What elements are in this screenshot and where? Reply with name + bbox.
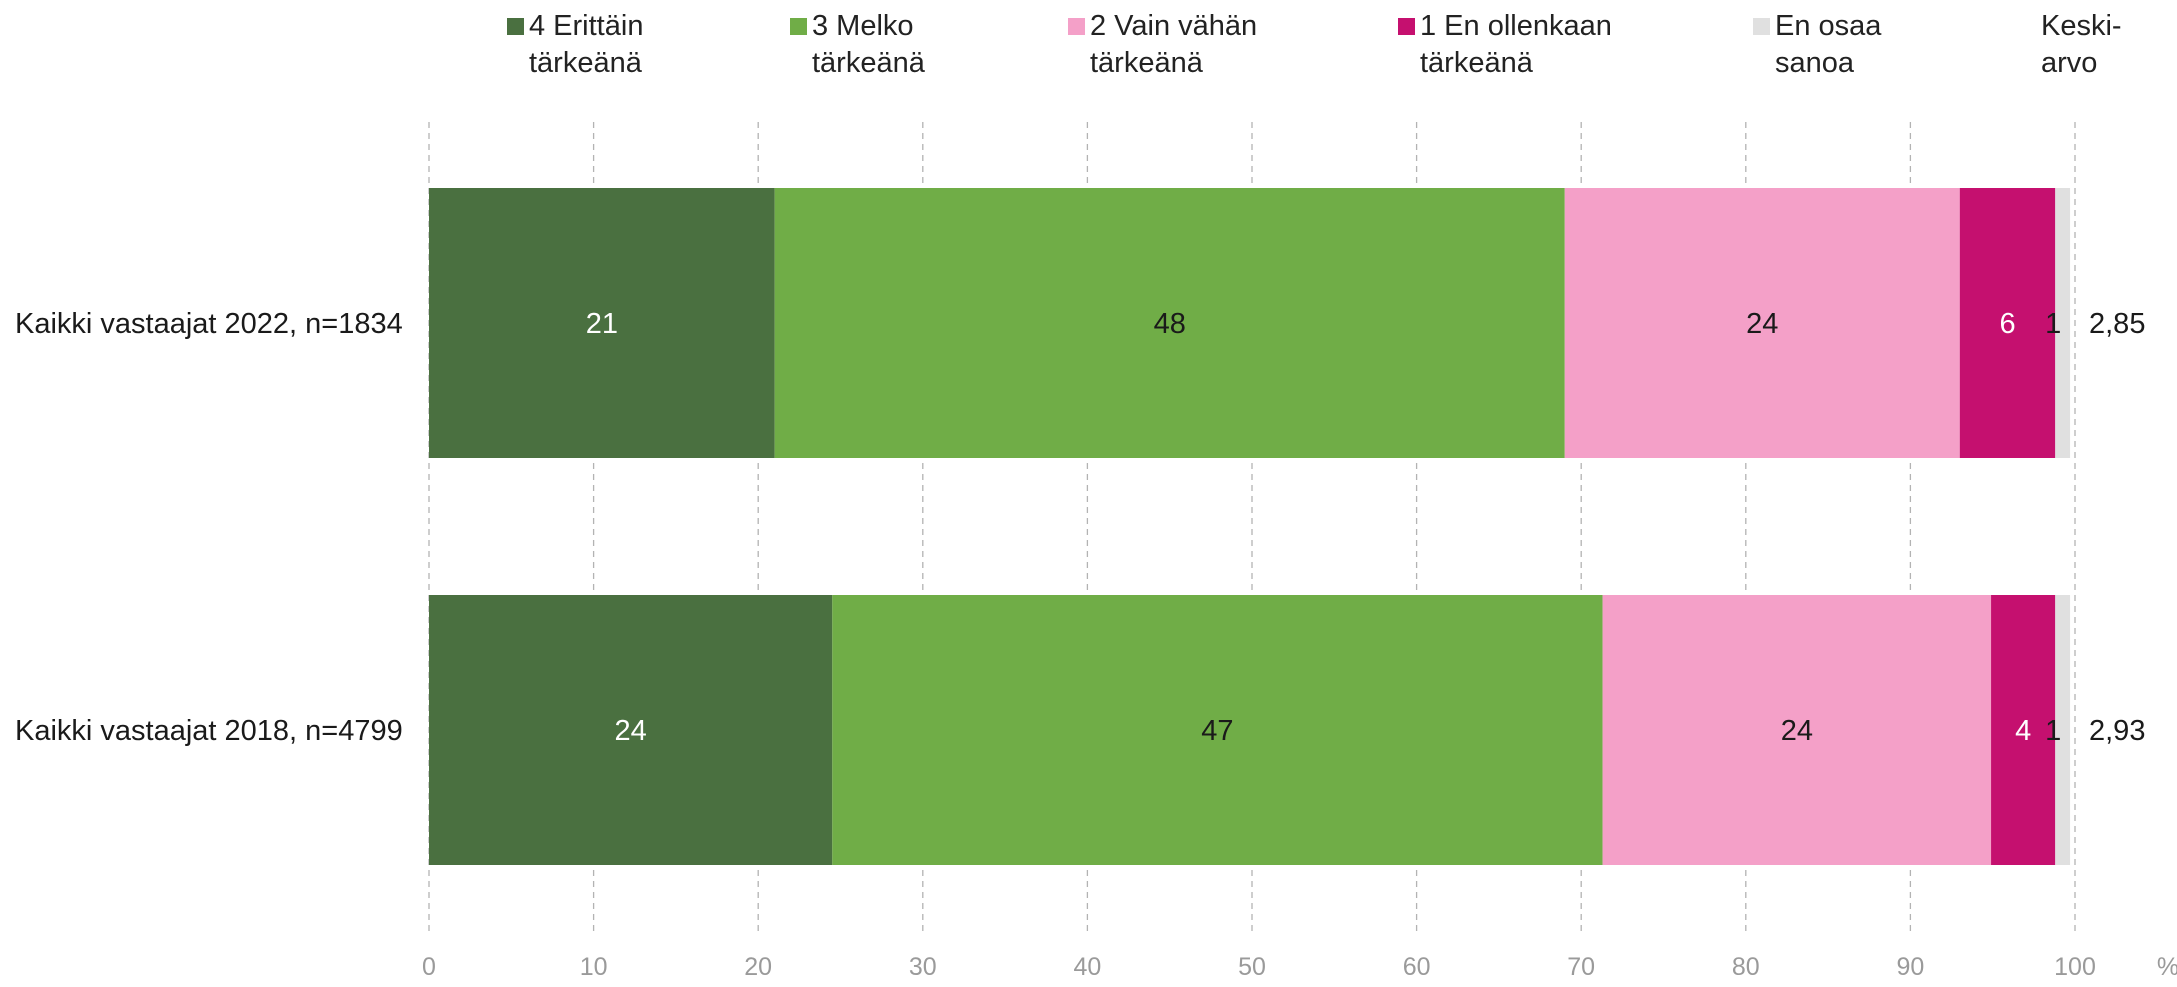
bar-segment xyxy=(1564,188,1960,458)
category-label: Kaikki vastaajat 2022, n=1834 xyxy=(15,308,403,340)
mean-header: Keski- arvo xyxy=(2041,8,2122,82)
data-label: 47 xyxy=(1201,715,1233,747)
legend-item: 3 Melko tärkeänä xyxy=(790,8,925,82)
data-label: 48 xyxy=(1154,308,1186,340)
data-label: 24 xyxy=(1746,308,1778,340)
data-label: 24 xyxy=(1781,715,1813,747)
x-tick-label: 20 xyxy=(744,953,772,981)
legend-item: 4 Erittäin tärkeänä xyxy=(507,8,643,82)
bar-segment xyxy=(774,188,1565,458)
data-label: 21 xyxy=(586,308,618,340)
data-label: 4 xyxy=(2015,715,2031,747)
bar-segment xyxy=(429,188,775,458)
legend-item: 2 Vain vähän tärkeänä xyxy=(1068,8,1257,82)
x-tick-label: 0 xyxy=(422,953,436,981)
bar-segment xyxy=(1991,595,2056,865)
legend-swatch xyxy=(1753,18,1770,35)
legend-label: 1 En ollenkaan tärkeänä xyxy=(1420,10,1612,79)
x-tick-label: 60 xyxy=(1403,953,1431,981)
data-label: 6 xyxy=(1999,308,2015,340)
x-tick-label: 40 xyxy=(1073,953,1101,981)
x-tick-label: 90 xyxy=(1896,953,1924,981)
bar-segment xyxy=(2055,595,2071,865)
data-label: 1 xyxy=(2045,715,2061,747)
x-tick-label: 80 xyxy=(1732,953,1760,981)
data-label: 1 xyxy=(2045,308,2061,340)
legend-swatch xyxy=(1068,18,1085,35)
mean-value: 2,85 xyxy=(2089,308,2145,340)
category-label: Kaikki vastaajat 2018, n=4799 xyxy=(15,715,403,747)
legend-label: 2 Vain vähän tärkeänä xyxy=(1090,10,1258,79)
x-axis-unit: % xyxy=(2157,953,2177,981)
legend-label: 3 Melko tärkeänä xyxy=(812,10,925,79)
legend-label: 4 Erittäin tärkeänä xyxy=(529,10,644,79)
bar-segment xyxy=(429,595,833,865)
x-tick-label: 100 xyxy=(2054,953,2096,981)
legend-item: En osaa sanoa xyxy=(1753,8,1881,82)
legend-item: 1 En ollenkaan tärkeänä xyxy=(1398,8,1612,82)
mean-header-label: Keski- arvo xyxy=(2041,10,2122,79)
x-tick-label: 30 xyxy=(909,953,937,981)
legend-swatch xyxy=(1398,18,1415,35)
bar-segment xyxy=(832,595,1603,865)
legend-swatch xyxy=(790,18,807,35)
bar-segment xyxy=(1959,188,2056,458)
legend-swatch xyxy=(507,18,524,35)
bar-segment xyxy=(2055,188,2071,458)
bar-segment xyxy=(1602,595,1992,865)
legend-label: En osaa sanoa xyxy=(1775,10,1882,79)
mean-value: 2,93 xyxy=(2089,715,2145,747)
x-tick-label: 50 xyxy=(1238,953,1266,981)
data-label: 24 xyxy=(615,715,647,747)
x-tick-label: 10 xyxy=(580,953,608,981)
x-tick-label: 70 xyxy=(1567,953,1595,981)
